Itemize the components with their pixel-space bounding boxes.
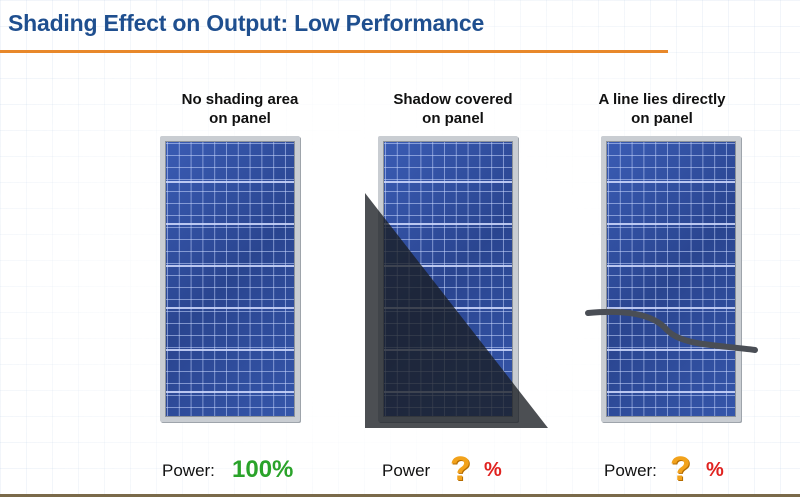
solar-panel-unshaded bbox=[160, 136, 300, 422]
page-title: Shading Effect on Output: Low Performanc… bbox=[8, 10, 485, 36]
question-mark-icon: ? bbox=[450, 450, 471, 488]
power-value-full: 100% bbox=[232, 456, 294, 483]
caption-line: on panel bbox=[631, 110, 693, 127]
caption-shadow-covered: Shadow covered on panel bbox=[363, 90, 543, 128]
solar-panel-with-line bbox=[601, 136, 741, 422]
power-label: Power: bbox=[604, 461, 657, 480]
caption-no-shading: No shading area on panel bbox=[150, 90, 330, 128]
caption-line: Shadow covered bbox=[393, 91, 513, 108]
bottom-border bbox=[0, 494, 800, 497]
title-underline bbox=[0, 50, 668, 53]
percent-sign: % bbox=[706, 459, 724, 481]
caption-line: on panel bbox=[209, 110, 271, 127]
percent-sign: % bbox=[484, 459, 502, 481]
caption-line-on-panel: A line lies directly on panel bbox=[572, 90, 752, 128]
power-label: Power bbox=[382, 461, 431, 480]
caption-line: A line lies directly bbox=[598, 91, 726, 108]
power-label: Power: bbox=[162, 461, 215, 480]
caption-line: on panel bbox=[422, 110, 484, 127]
question-mark-icon: ? bbox=[670, 450, 691, 488]
caption-line: No shading area bbox=[181, 91, 299, 108]
